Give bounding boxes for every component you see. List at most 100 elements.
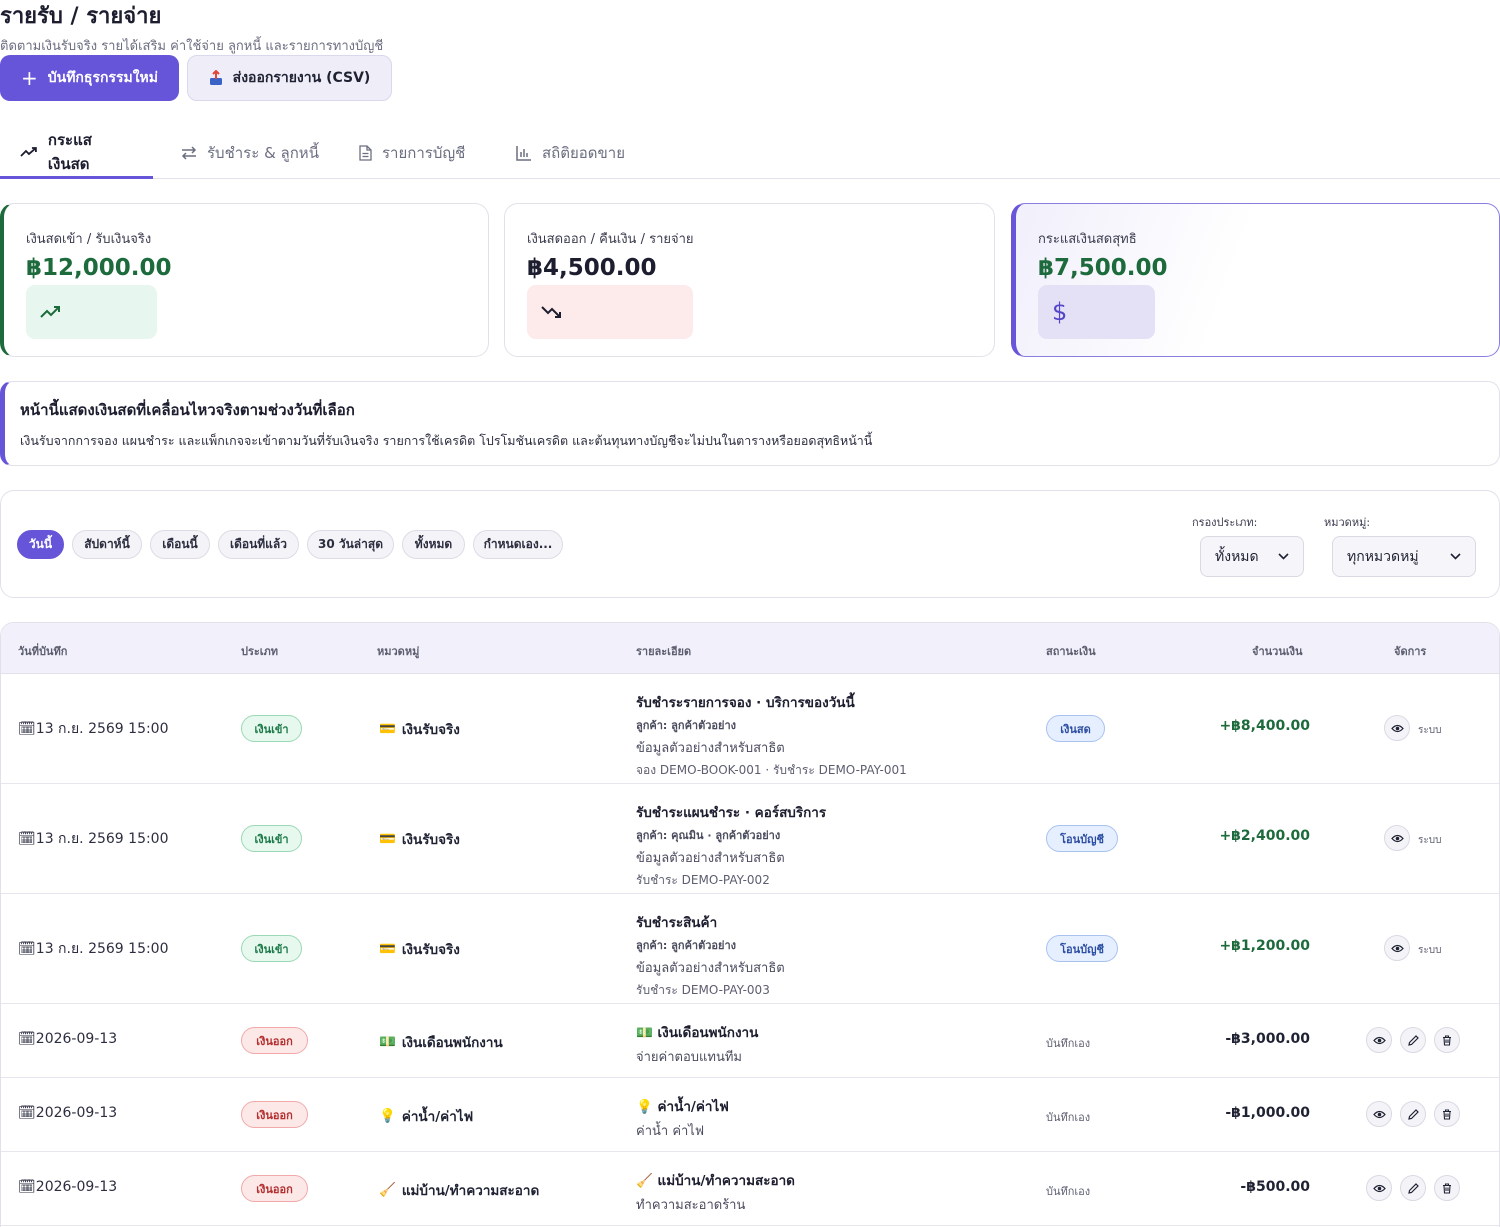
type-badge: เงินออก: [241, 1175, 308, 1202]
row-date-text: 2026-09-13: [35, 1105, 118, 1121]
info-notice: หน้านี้แสดงเงินสดที่เคลื่อนไหวจริงตามช่ว…: [0, 381, 1500, 466]
row-date-text: 13 ก.ย. 2569 15:00: [35, 941, 169, 957]
calendar-icon: 🗓: [18, 1031, 36, 1047]
range-chip-last-month[interactable]: เดือนที่แล้ว: [218, 530, 299, 559]
row-amount: +฿1,200.00: [1219, 938, 1310, 954]
detail-note: ค่าน้ำ ค่าไฟ: [636, 1124, 705, 1139]
view-button[interactable]: [1366, 1175, 1392, 1201]
view-button[interactable]: [1384, 935, 1410, 961]
tab-payments[interactable]: รับชำระ & ลูกหนี้: [161, 128, 339, 178]
category-filter-label: หมวดหมู่:: [1324, 516, 1371, 529]
export-csv-button[interactable]: ส่งออกรายงาน (CSV): [187, 55, 392, 101]
kpi-label: เงินสดเข้า / รับเงินจริง: [26, 232, 152, 247]
status-text: บันทึกเอง: [1046, 1185, 1091, 1198]
edit-button[interactable]: [1400, 1175, 1426, 1201]
category-filter-select[interactable]: ทุกหมวดหมู่: [1332, 536, 1476, 577]
transactions-table: วันที่บันทึก ประเภท หมวดหมู่ รายละเอียด …: [0, 622, 1500, 1227]
edit-button[interactable]: [1400, 1101, 1426, 1127]
chevron-down-icon: [1450, 553, 1461, 560]
table-row: 🗓2026-09-13 เงินออก 💵 เงินเดือนพนักงาน 💵 …: [1, 1004, 1499, 1078]
range-chip-30-days[interactable]: 30 วันล่าสุด: [307, 530, 394, 559]
calendar-icon: 🗓: [18, 1105, 36, 1121]
range-chip-today[interactable]: วันนี้: [17, 530, 64, 559]
eye-icon: [1372, 1184, 1386, 1192]
detail-note: ข้อมูลตัวอย่างสำหรับสาธิต: [636, 851, 785, 866]
category-filter-value: ทุกหมวดหมู่: [1347, 548, 1419, 565]
page-title: รายรับ / รายจ่าย: [0, 4, 162, 29]
category-text: เงินเดือนพนักงาน: [401, 1035, 503, 1051]
row-category: 💵 เงินเดือนพนักงาน: [379, 1031, 503, 1053]
detail-customer: ลูกค้า: คุณมิน · ลูกค้าตัวอย่าง: [636, 829, 781, 842]
detail-title: 💡 ค่าน้ำ/ค่าไฟ: [636, 1099, 729, 1115]
kpi-cash-out: เงินสดออก / คืนเงิน / รายจ่าย ฿4,500.00: [504, 203, 995, 357]
view-button[interactable]: [1384, 825, 1410, 851]
view-button[interactable]: [1366, 1027, 1392, 1053]
category-text: ค่าน้ำ/ค่าไฟ: [401, 1109, 474, 1125]
range-chip-custom[interactable]: กำหนดเอง...: [473, 530, 563, 559]
category-text: เงินรับจริง: [401, 722, 460, 738]
eye-icon: [1372, 1110, 1386, 1118]
tab-accounting[interactable]: รายการบัญชี: [339, 128, 485, 178]
row-date: 🗓13 ก.ย. 2569 15:00: [18, 938, 169, 960]
system-label: ระบบ: [1418, 725, 1442, 736]
document-icon: [359, 145, 372, 161]
delete-button[interactable]: [1434, 1101, 1460, 1127]
bar-chart-icon: [516, 146, 531, 161]
tab-label: สถิติยอดขาย: [542, 144, 625, 162]
kpi-label: กระแสเงินสดสุทธิ: [1038, 232, 1137, 247]
calendar-icon: 🗓: [18, 831, 36, 847]
status-text: บันทึกเอง: [1046, 1111, 1091, 1124]
swap-icon: [181, 146, 197, 160]
type-filter-select[interactable]: ทั้งหมด: [1200, 536, 1304, 577]
range-chip-all[interactable]: ทั้งหมด: [402, 530, 465, 559]
filter-panel: วันนี้ สัปดาห์นี้ เดือนนี้ เดือนที่แล้ว …: [0, 490, 1500, 598]
card-icon: 💳: [379, 831, 396, 847]
detail-note: ข้อมูลตัวอย่างสำหรับสาธิต: [636, 961, 785, 976]
range-chip-week[interactable]: สัปดาห์นี้: [72, 530, 142, 559]
row-category: 💳 เงินรับจริง: [379, 718, 460, 740]
row-detail: 💡 ค่าน้ำ/ค่าไฟ ค่าน้ำ ค่าไฟ: [636, 1095, 729, 1141]
delete-button[interactable]: [1434, 1027, 1460, 1053]
table-row: 🗓13 ก.ย. 2569 15:00 เงินเข้า 💳 เงินรับจริ…: [1, 784, 1499, 894]
lightbulb-icon: 💡: [379, 1108, 396, 1124]
delete-button[interactable]: [1434, 1175, 1460, 1201]
row-amount: +฿2,400.00: [1219, 828, 1310, 844]
money-icon: 💵: [379, 1034, 396, 1050]
tab-label: รายการบัญชี: [382, 144, 466, 162]
row-detail: รับชำระแผนชำระ · คอร์สบริการ ลูกค้า: คุณ…: [636, 801, 826, 890]
col-detail: รายละเอียด: [636, 645, 692, 658]
export-tray-icon: [209, 70, 222, 85]
eye-icon: [1390, 944, 1404, 952]
col-type: ประเภท: [241, 645, 279, 658]
row-date: 🗓2026-09-13: [18, 1105, 117, 1121]
trash-icon: [1443, 1108, 1451, 1120]
row-date: 🗓2026-09-13: [18, 1031, 117, 1047]
row-amount: -฿1,000.00: [1225, 1105, 1310, 1121]
eye-icon: [1390, 724, 1404, 732]
row-detail: 🧹 แม่บ้าน/ทำความสะอาด ทำความสะอาดร้าน: [636, 1169, 795, 1215]
status-badge: เงินสด: [1046, 715, 1105, 742]
row-amount: +฿8,400.00: [1219, 718, 1310, 734]
range-chip-month[interactable]: เดือนนี้: [150, 530, 210, 559]
table-row: 🗓13 ก.ย. 2569 15:00 เงินเข้า 💳 เงินรับจริ…: [1, 674, 1499, 784]
eye-icon: [1372, 1036, 1386, 1044]
col-amount: จำนวนเงิน: [1252, 645, 1303, 658]
tab-sales-stats[interactable]: สถิติยอดขาย: [496, 128, 645, 178]
status-badge: โอนบัญชี: [1046, 825, 1118, 852]
calendar-icon: 🗓: [18, 1179, 36, 1195]
chevron-down-icon: [1278, 553, 1289, 560]
tab-cashflow[interactable]: กระแสเงินสด: [0, 128, 153, 179]
type-filter-label: กรองประเภท:: [1192, 516, 1258, 529]
row-amount: -฿3,000.00: [1225, 1031, 1310, 1047]
col-date: วันที่บันทึก: [18, 645, 68, 658]
kpi-value: ฿7,500.00: [1038, 255, 1168, 281]
row-category: 💳 เงินรับจริง: [379, 828, 460, 850]
notice-title: หน้านี้แสดงเงินสดที่เคลื่อนไหวจริงตามช่ว…: [20, 401, 355, 419]
category-text: แม่บ้าน/ทำความสะอาด: [401, 1183, 540, 1199]
new-transaction-button[interactable]: + บันทึกธุรกรรมใหม่: [0, 55, 179, 101]
edit-button[interactable]: [1400, 1027, 1426, 1053]
table-row: 🗓2026-09-13 เงินออก 🧹 แม่บ้าน/ทำความสะอาด…: [1, 1152, 1499, 1226]
view-button[interactable]: [1384, 715, 1410, 741]
detail-customer: ลูกค้า: ลูกค้าตัวอย่าง: [636, 719, 737, 732]
view-button[interactable]: [1366, 1101, 1392, 1127]
